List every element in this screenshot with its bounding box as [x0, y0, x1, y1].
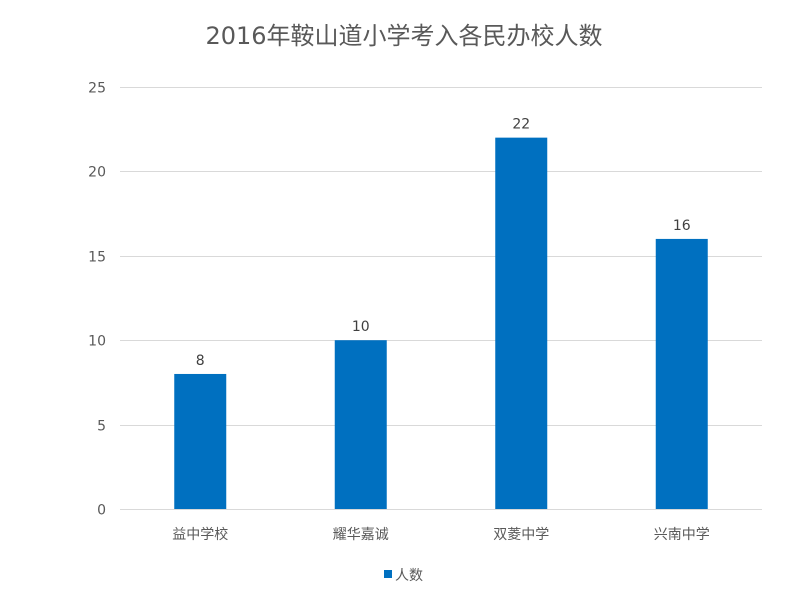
data-label: 16 [673, 218, 691, 234]
data-labels: 8 10 22 16 [196, 117, 691, 369]
y-tick-label: 20 [88, 165, 106, 181]
legend: 人数 [384, 568, 423, 584]
bar [655, 238, 708, 510]
y-tick-label: 25 [88, 81, 106, 97]
data-label: 10 [352, 319, 370, 335]
category-label: 双菱中学 [493, 527, 549, 543]
bar [495, 137, 548, 509]
legend-label: 人数 [395, 568, 423, 584]
y-tick-label: 5 [97, 419, 106, 435]
x-axis-category-labels: 益中学校 耀华嘉诚 双菱中学 兴南中学 [172, 526, 710, 543]
bar [334, 340, 387, 509]
y-tick-label: 10 [88, 334, 106, 350]
legend-swatch [384, 570, 392, 578]
data-label: 22 [512, 117, 530, 133]
category-label: 益中学校 [172, 526, 228, 543]
data-label: 8 [196, 353, 205, 369]
category-label: 兴南中学 [654, 527, 710, 543]
y-tick-label: 0 [97, 503, 106, 519]
bars [174, 137, 708, 510]
chart-title: 2016年鞍山道小学考入各民办校人数 [205, 22, 602, 50]
y-axis-tick-labels: 0 5 10 15 20 25 [88, 81, 106, 519]
category-label: 耀华嘉诚 [333, 527, 389, 543]
bar [174, 373, 227, 509]
y-tick-label: 15 [88, 250, 106, 266]
gridlines [120, 87, 762, 510]
